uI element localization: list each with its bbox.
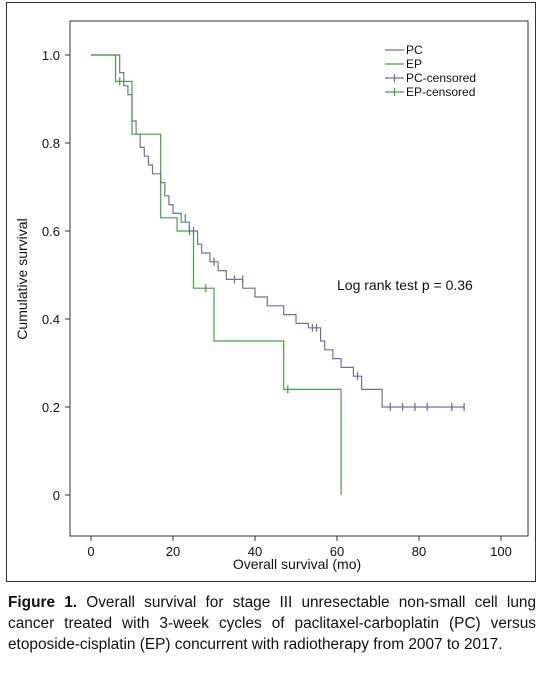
survival-chart: 0 20 40 60 80 100 0 0.2 0.4 0.6 0.8 1.0 PCEPPC-cens… — [14, 20, 529, 572]
y-tick-label: 0.4 — [42, 312, 60, 327]
x-tick-label: 20 — [166, 544, 180, 559]
legend-label: PC-censored — [406, 71, 476, 85]
legend-label: EP-censored — [406, 85, 475, 99]
legend-label: EP — [406, 57, 422, 71]
series-line-ep — [91, 54, 342, 495]
series-lines — [91, 54, 465, 495]
y-tick-label: 0.2 — [42, 400, 60, 415]
y-tick-label: 0.8 — [42, 136, 60, 151]
axes: 0 20 40 60 80 100 0 0.2 0.4 0.6 0.8 1.0 — [42, 48, 512, 559]
legend-label: PC — [406, 43, 423, 57]
figure-label: Figure 1. — [8, 594, 78, 611]
x-tick-label: 60 — [330, 544, 344, 559]
x-axis-label: Overall survival (mo) — [233, 556, 361, 572]
x-tick-label: 100 — [490, 544, 512, 559]
x-tick-label: 40 — [248, 544, 262, 559]
caption-text: Overall survival for stage III unresecta… — [8, 594, 536, 653]
log-rank-annotation: Log rank test p = 0.36 — [337, 277, 473, 293]
y-axis-label: Cumulative survival — [14, 218, 30, 339]
figure-frame: 0 20 40 60 80 100 0 0.2 0.4 0.6 0.8 1.0 PC EP PC-cens… — [6, 2, 536, 582]
y-tick-label: 1.0 — [42, 48, 60, 63]
y-tick-label: 0.6 — [42, 224, 60, 239]
series-line-pc — [91, 54, 465, 408]
figure-caption: Figure 1. Overall survival for stage III… — [8, 592, 536, 655]
y-tick-label: 0 — [53, 488, 60, 503]
x-tick-label: 0 — [87, 544, 94, 559]
censor-marks — [119, 77, 465, 411]
plot-area — [69, 20, 529, 537]
x-tick-label: 80 — [412, 544, 426, 559]
